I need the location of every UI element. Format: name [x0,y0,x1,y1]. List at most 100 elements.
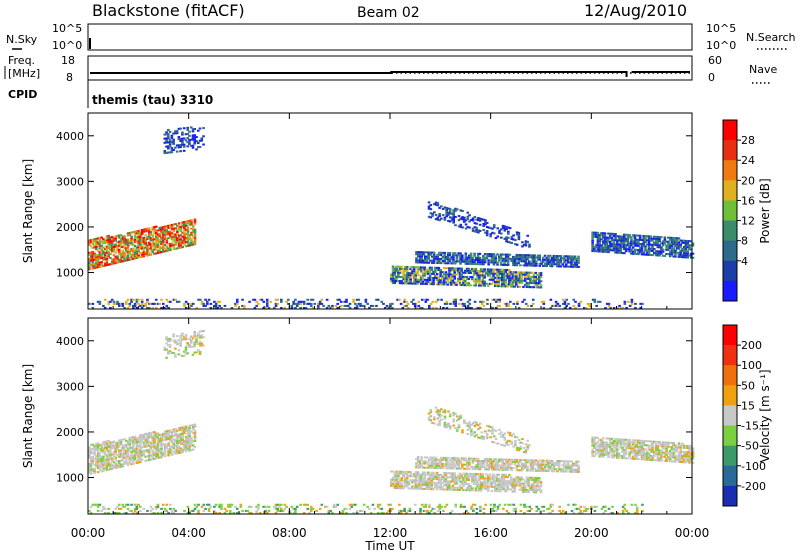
echo-cell [467,478,471,482]
echo-cell [169,230,172,233]
echo-cell [172,239,176,242]
echo-cell [476,473,479,476]
echo-cell [482,460,485,463]
echo-cell [508,253,512,256]
echo-cell [411,479,414,482]
noise-left-tick-top: 10^5 [52,22,82,35]
echo-cell [276,302,280,305]
echo-cell [126,298,130,301]
echo-cell [444,478,448,481]
echo-cell [158,456,162,459]
echo-cell [153,228,156,231]
echo-cell [537,476,541,480]
echo-cell [128,438,132,442]
echo-cell [668,458,672,461]
echo-cell [522,463,526,466]
echo-cell [177,240,181,243]
echo-cell [163,227,167,230]
echo-cell [188,443,192,446]
echo-cell [463,284,467,287]
echo-cell [439,465,443,468]
echo-cell [403,304,406,307]
echo-cell [329,306,332,309]
echo-cell [674,460,677,463]
echo-cell [633,451,637,454]
echo-cell [193,425,197,428]
echo-cell [177,136,181,139]
echo-cell [100,265,103,268]
echo-cell [126,451,130,454]
echo-cell [575,257,579,260]
echo-cell [661,244,665,247]
echo-cell [418,466,422,469]
echo-cell [605,236,609,239]
echo-cell [172,244,176,247]
echo-cell [529,275,532,278]
echo-cell [679,245,683,248]
echo-cell [119,451,123,454]
echo-cell [651,239,654,242]
echo-cell [357,302,361,305]
echo-cell [96,241,100,244]
echo-cell [473,465,476,468]
echo-cell [467,485,471,488]
echo-cell [518,484,522,487]
echo-cell [547,467,550,471]
echo-cell [495,490,499,493]
echo-cell [193,333,197,336]
echo-cell [534,480,538,484]
echo-cell [543,467,547,470]
echo-cell [89,263,93,266]
echo-cell [163,453,167,456]
echo-cell [428,276,432,279]
echo-cell [191,146,195,149]
echo-cell [481,276,485,279]
echo-cell [121,448,125,451]
echo-cell [200,330,204,333]
echo-cell [416,458,420,461]
echo-cell [448,480,451,483]
echo-cell [98,452,102,455]
echo-cell [175,130,179,133]
echo-cell [292,302,295,305]
echo-cell [682,252,686,255]
echo-cell [621,457,624,460]
echo-cell [475,459,478,462]
echo-cell [489,462,492,465]
echo-cell [427,207,431,210]
echo-cell [522,285,525,288]
echo-cell [165,145,168,148]
echo-cell [630,449,633,452]
echo-cell [241,298,244,301]
echo-cell [114,243,118,246]
echo-cell [471,217,475,220]
echo-cell [619,235,623,238]
echo-cell [466,258,469,261]
echo-cell [457,459,461,462]
echo-cell [183,428,186,431]
echo-cell [109,449,112,452]
echo-cell [200,139,204,142]
echo-cell [500,479,504,483]
echo-cell [172,237,176,240]
echo-cell [112,245,116,248]
echo-cell [490,462,494,465]
echo-cell [404,278,407,281]
echo-cell [154,434,158,437]
echo-cell [689,447,693,450]
echo-cell [614,444,617,447]
echo-cell [577,261,580,264]
echo-cell [444,277,448,280]
echo-cell [126,254,130,257]
echo-cell [439,271,442,274]
echo-cell [438,464,441,468]
echo-cell [121,239,125,242]
echo-cell [686,459,690,462]
echo-cell [123,251,126,254]
echo-cell [395,472,398,475]
echo-cell [615,440,619,443]
echo-cell [177,441,181,444]
echo-cell [186,145,190,148]
echo-cell [96,259,100,263]
echo-cell [103,254,107,257]
